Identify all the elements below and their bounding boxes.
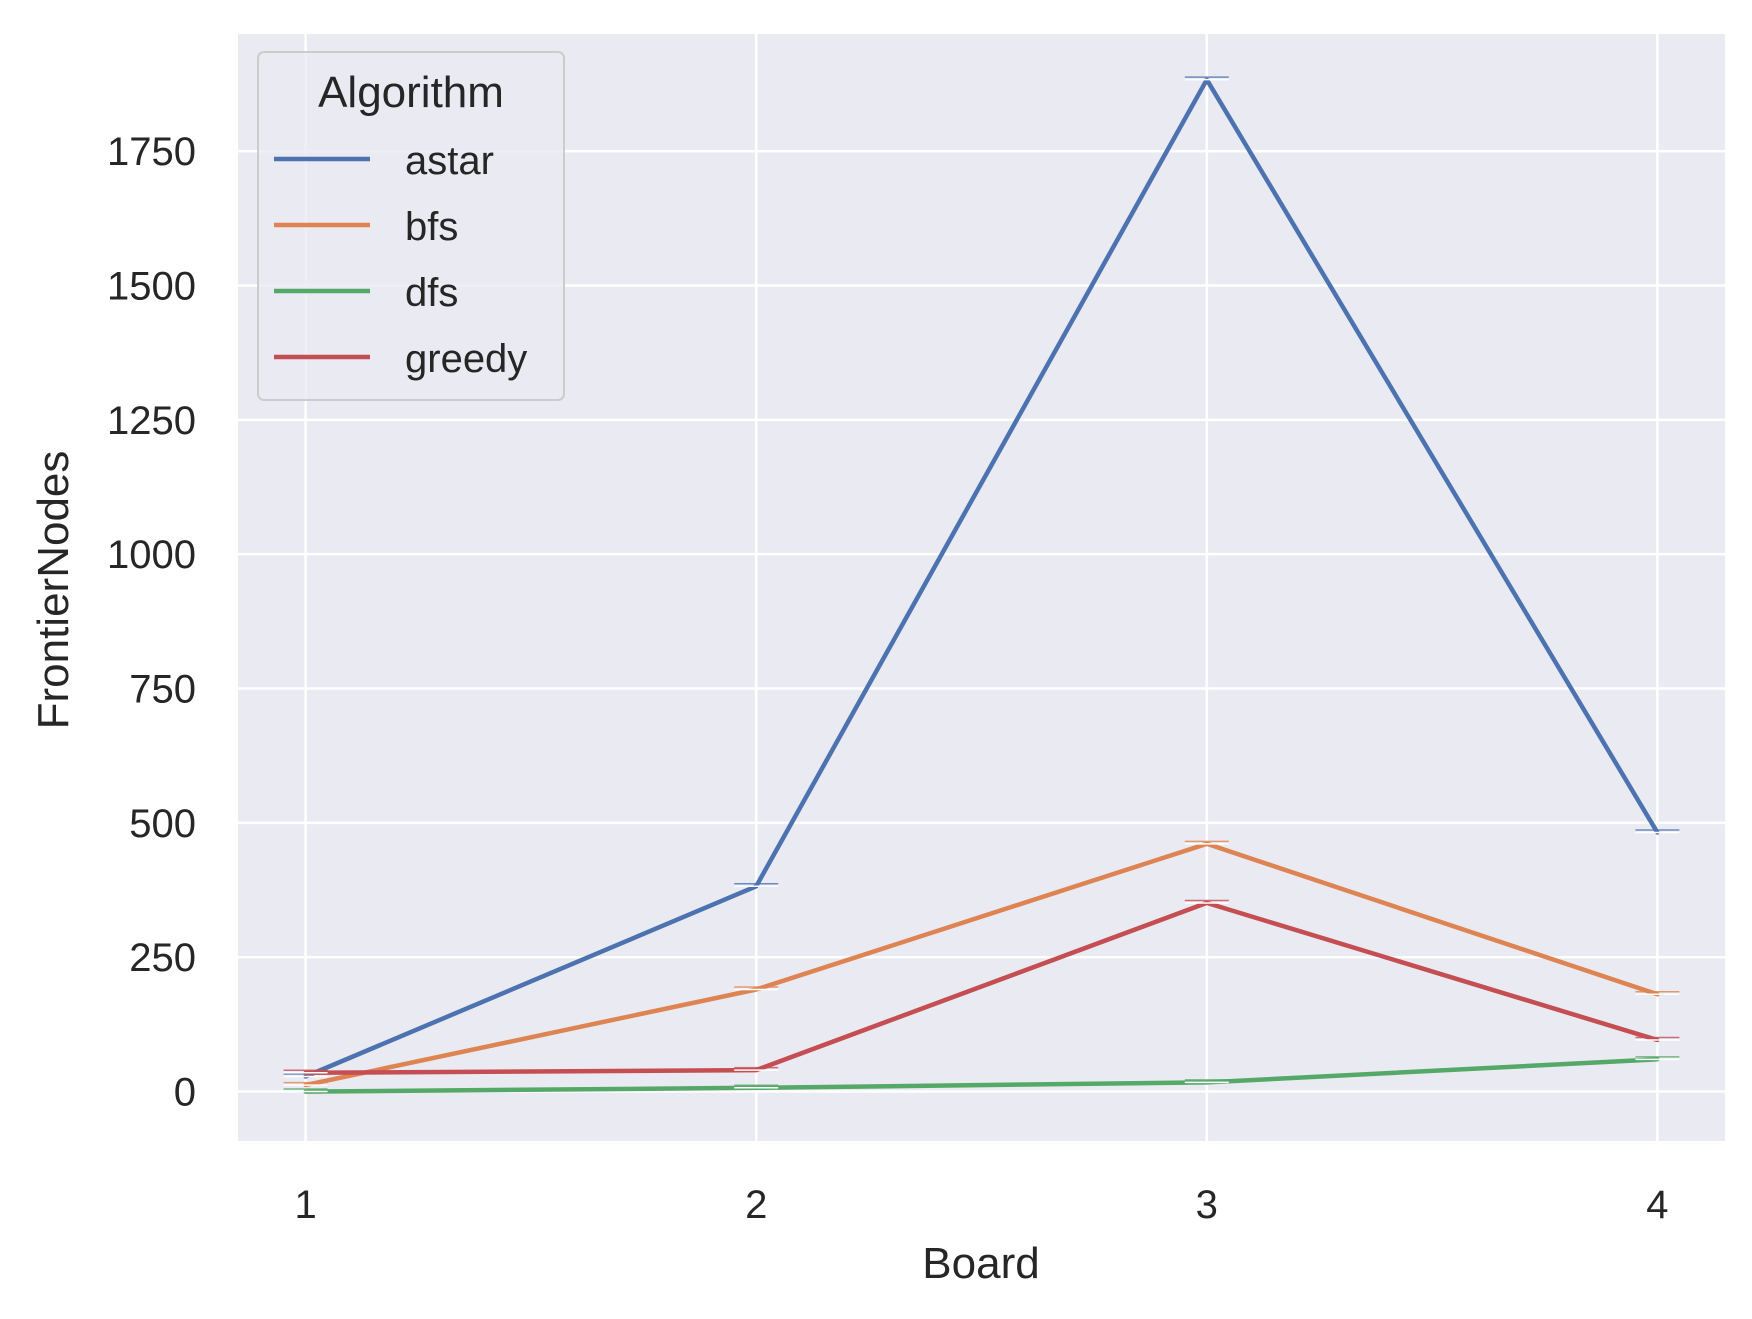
y-tick-label: 1750 — [107, 130, 196, 174]
x-tick-label: 4 — [1646, 1183, 1668, 1227]
x-axis-ticks: 1 2 3 4 — [294, 1183, 1668, 1227]
legend-items: astar bfs dfs greedy — [274, 139, 527, 381]
y-tick-label: 1250 — [107, 399, 196, 443]
series-greedy — [283, 899, 1680, 1076]
x-tick-label: 2 — [745, 1183, 767, 1227]
legend-title: Algorithm — [318, 68, 504, 117]
series-line-greedy — [303, 900, 1660, 1076]
legend-box — [257, 51, 565, 401]
legend-label: dfs — [405, 271, 458, 315]
legend-item: bfs — [274, 205, 458, 249]
legend-label: astar — [405, 139, 494, 183]
x-axis-label: Board — [922, 1239, 1039, 1288]
legend-item: astar — [274, 139, 494, 183]
grid — [238, 34, 1725, 1141]
legend-item: dfs — [274, 271, 458, 315]
legend-label: greedy — [405, 337, 527, 381]
series-lines — [283, 76, 1680, 1094]
series-bfs — [283, 840, 1680, 1088]
y-tick-label: 250 — [129, 936, 196, 980]
legend-label: bfs — [405, 205, 458, 249]
y-tick-label: 0 — [174, 1071, 196, 1115]
y-tick-label: 500 — [129, 802, 196, 846]
legend-item: greedy — [274, 337, 527, 381]
y-axis-label: FrontierNodes — [29, 451, 78, 730]
y-tick-label: 750 — [129, 668, 196, 712]
y-tick-label: 1500 — [107, 264, 196, 308]
x-tick-label: 3 — [1196, 1183, 1218, 1227]
series-dfs — [283, 1056, 1680, 1094]
series-line-dfs — [303, 1057, 1660, 1094]
x-tick-label: 1 — [294, 1183, 316, 1227]
series-line-bfs — [303, 841, 1660, 1088]
legend: Algorithm astar bfs dfs greedy — [257, 51, 565, 401]
series-line-astar — [303, 77, 1660, 1079]
y-tick-label: 1000 — [107, 533, 196, 577]
y-axis-ticks: 0 250 500 750 1000 1250 1500 1750 — [107, 130, 196, 1114]
